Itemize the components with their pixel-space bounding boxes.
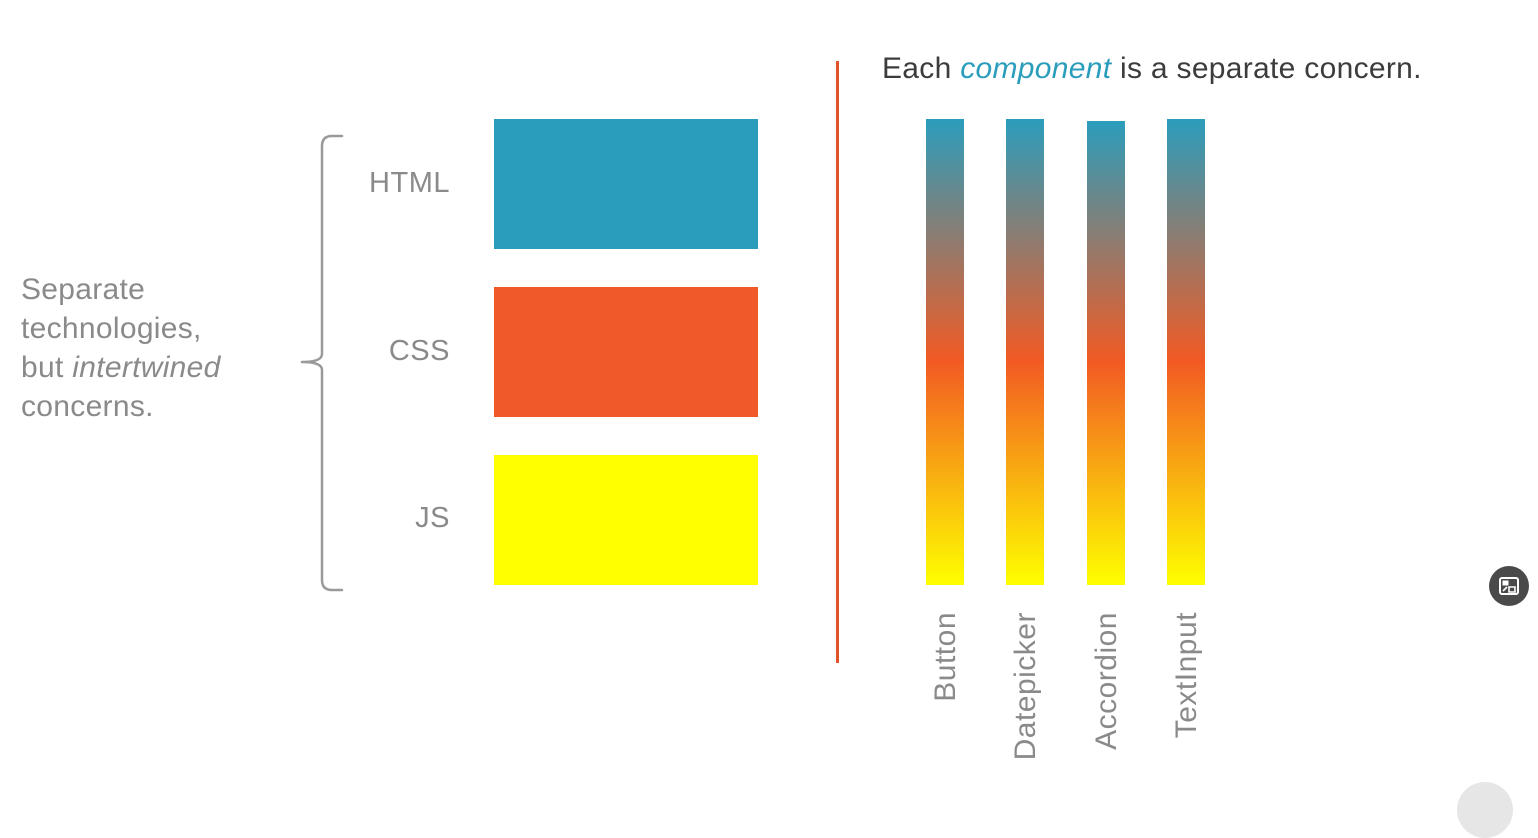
heading-prefix: Each — [882, 52, 961, 85]
description-line-3-prefix: but — [21, 351, 73, 384]
components-heading: Each component is a separate concern. — [882, 52, 1422, 86]
js-block — [494, 455, 758, 585]
datepicker-label-wrap: Datepicker — [1006, 612, 1046, 792]
description-line-3: but intertwined — [21, 348, 301, 387]
tech-label-html: HTML — [369, 167, 450, 199]
grouping-brace — [300, 134, 344, 592]
accordion-component-bar — [1087, 121, 1125, 585]
description-line-2: technologies, — [21, 312, 202, 345]
vertical-divider — [836, 61, 839, 663]
component-emphasis: component — [960, 52, 1112, 85]
html-block — [494, 119, 758, 249]
component-label-textinput: TextInput — [1170, 612, 1203, 739]
textinput-label-wrap: TextInput — [1167, 612, 1207, 792]
intertwined-emphasis: intertwined — [72, 351, 221, 384]
separate-technologies-description: Separate technologies, but intertwined c… — [21, 270, 301, 426]
picture-in-picture-icon — [1499, 577, 1519, 595]
description-line-4: concerns. — [21, 390, 154, 423]
datepicker-component-bar — [1006, 119, 1044, 585]
component-label-button: Button — [929, 612, 962, 702]
button-label-wrap: Button — [926, 612, 966, 792]
textinput-component-bar — [1167, 119, 1205, 585]
css-block — [494, 287, 758, 417]
accordion-label-wrap: Accordion — [1087, 612, 1127, 792]
description-line-1: Separate — [21, 273, 146, 306]
heading-suffix: is a separate concern. — [1111, 52, 1422, 85]
component-label-datepicker: Datepicker — [1009, 612, 1042, 761]
tech-label-css: CSS — [388, 335, 450, 367]
button-component-bar — [926, 119, 964, 585]
component-label-accordion: Accordion — [1090, 612, 1123, 750]
picture-in-picture-button[interactable] — [1489, 566, 1529, 606]
tech-label-js: JS — [415, 502, 450, 534]
corner-control[interactable] — [1457, 782, 1513, 838]
